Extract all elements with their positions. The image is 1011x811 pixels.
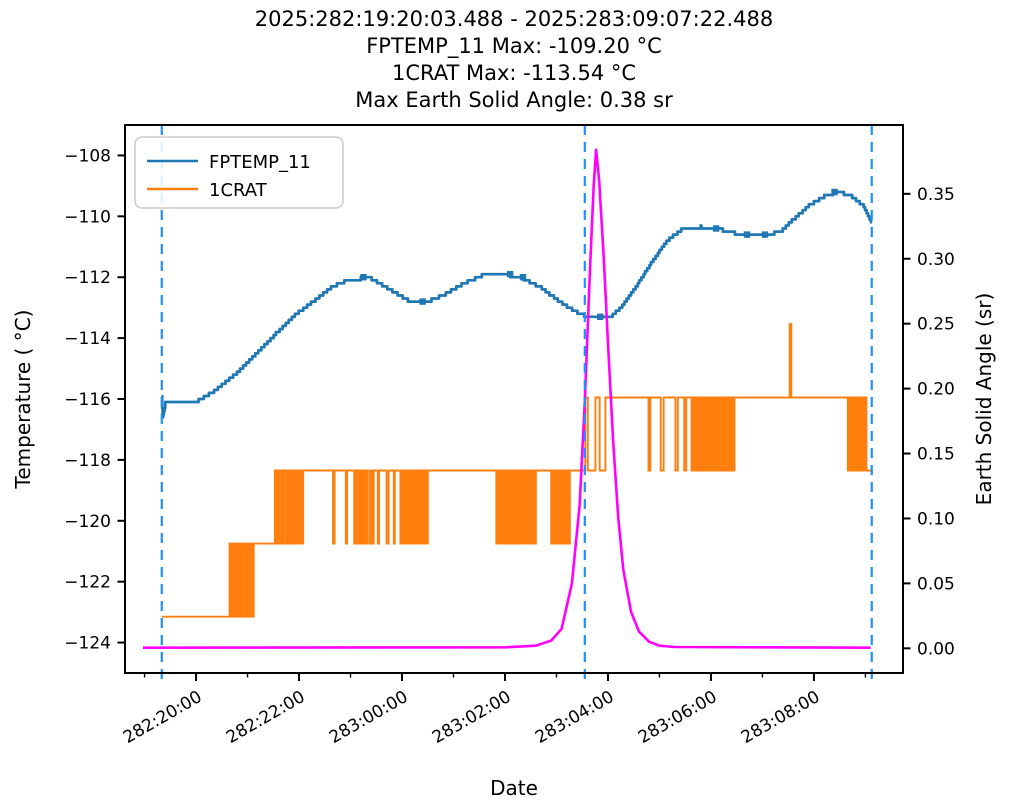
title-block: 2025:282:19:20:03.488 - 2025:283:09:07:2… [255, 7, 773, 112]
legend: FPTEMP_11 1CRAT [134, 136, 344, 209]
left-tick-label: −118 [64, 451, 111, 471]
x-tick-label: 283:04:00 [532, 687, 617, 748]
time-marker-vlines [160, 125, 873, 682]
left-tick-label: −124 [64, 634, 111, 654]
right-tick-label: 0.00 [917, 639, 955, 659]
x-tick-label: 282:22:00 [223, 687, 308, 748]
legend-label-fptemp: FPTEMP_11 [209, 152, 311, 173]
x-tick-label: 283:06:00 [635, 687, 720, 748]
title-date-range: 2025:282:19:20:03.488 - 2025:283:09:07:2… [255, 7, 773, 31]
x-axis-label: Date [490, 776, 538, 800]
title-max-solid-angle: Max Earth Solid Angle: 0.38 sr [355, 88, 673, 112]
left-tick-label: −110 [64, 207, 111, 227]
left-tick-label: −108 [64, 146, 111, 166]
left-tick-label: −120 [64, 512, 111, 532]
left-axis-label: Temperature ( °C) [11, 310, 35, 490]
right-tick-label: 0.10 [917, 509, 955, 529]
series-fptemp11-marker [761, 231, 769, 238]
series-fptemp11-marker [712, 225, 720, 232]
right-tick-label: 0.05 [917, 574, 955, 594]
left-tick-label: −116 [64, 390, 111, 410]
x-tick-label: 282:20:00 [120, 687, 205, 748]
x-tick-label: 283:00:00 [326, 687, 411, 748]
x-tick-label: 283:08:00 [738, 687, 823, 748]
series-1crat-line [161, 323, 872, 618]
right-tick-label: 0.15 [917, 445, 955, 465]
left-tick-label: −112 [64, 268, 111, 288]
series-fptemp11-marker [831, 188, 838, 196]
right-tick-label: 0.30 [917, 250, 955, 270]
series-fptemp11-marker [519, 274, 527, 281]
series-fptemp11-marker [597, 313, 604, 320]
series-fptemp11-marker [743, 231, 751, 238]
plot-frame [124, 124, 904, 674]
left-tick-label: −122 [64, 573, 111, 593]
series-fptemp11-line [160, 190, 873, 419]
series-solid-angle-line [142, 148, 871, 649]
legend-label-1crat: 1CRAT [209, 180, 268, 201]
right-tick-label: 0.20 [917, 380, 955, 400]
right-tick-label: 0.35 [917, 185, 955, 205]
x-tick-label: 283:02:00 [429, 687, 514, 748]
right-axis-label: Earth Solid Angle (sr) [972, 293, 996, 506]
right-tick-label: 0.25 [917, 315, 955, 335]
left-tick-label: −114 [64, 329, 111, 349]
title-1crat-max: 1CRAT Max: -113.54 °C [392, 61, 636, 85]
axis-ticks: −108 −110 −112 −114 −116 −118 −120 −122 −124 0.00… [64, 146, 955, 747]
series-fptemp11-marker [506, 270, 514, 278]
data-curves [142, 148, 873, 649]
series-fptemp11-marker [419, 298, 426, 305]
series-fptemp11-marker [360, 274, 367, 281]
title-fptemp-max: FPTEMP_11 Max: -109.20 °C [366, 34, 662, 59]
